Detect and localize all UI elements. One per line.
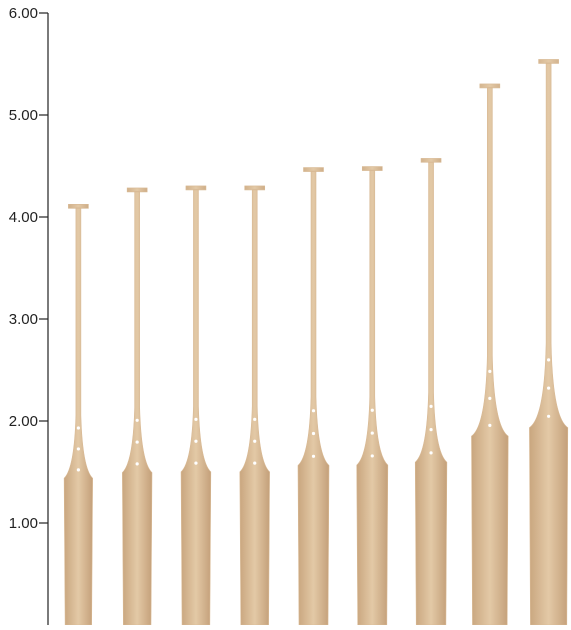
oar (357, 167, 388, 625)
oar-rivet (136, 440, 139, 443)
oar (122, 188, 152, 625)
oar (298, 168, 329, 625)
oar-rivet (312, 455, 315, 458)
oar-rivet (136, 462, 139, 465)
oar-rivet (547, 358, 550, 361)
y-tick-label: 2.00 (9, 413, 38, 430)
oar-rivet (488, 424, 491, 427)
oar-rivet (429, 405, 432, 408)
oar-rivet (312, 432, 315, 435)
oar (471, 84, 508, 625)
y-tick-label: 1.00 (9, 515, 38, 532)
oar-rivet (77, 468, 80, 471)
oar-rivet (547, 415, 550, 418)
y-tick-label: 6.00 (9, 5, 38, 22)
oar (181, 186, 211, 625)
oar-rivet (488, 397, 491, 400)
oar-rivet (194, 440, 197, 443)
oar-rivet (371, 431, 374, 434)
oar-rivet (253, 440, 256, 443)
page: {"chart_data": {"type": "bar", "categori… (0, 0, 571, 625)
oar-rivet (194, 418, 197, 421)
oar-rivet (136, 419, 139, 422)
y-tick-label: 5.00 (9, 107, 38, 124)
oar-rivet (488, 370, 491, 373)
oar-rivet (253, 461, 256, 464)
oar-rivet (429, 451, 432, 454)
oar (529, 59, 567, 625)
oar-rivet (371, 454, 374, 457)
oar (240, 186, 270, 625)
oar (415, 158, 447, 625)
oar-rivet (77, 447, 80, 450)
oar-rivet (312, 409, 315, 412)
oar-rivet (371, 409, 374, 412)
oar (64, 204, 93, 625)
oar-rivet (77, 426, 80, 429)
oar-rivet (194, 461, 197, 464)
chart: 1.00 2.00 3.00 4.00 5.00 6.00 (0, 0, 571, 625)
y-tick-label: 3.00 (9, 311, 38, 328)
y-tick-label: 4.00 (9, 209, 38, 226)
oar-rivet (253, 418, 256, 421)
oar-rivet (547, 386, 550, 389)
oar-rivet (429, 428, 432, 431)
